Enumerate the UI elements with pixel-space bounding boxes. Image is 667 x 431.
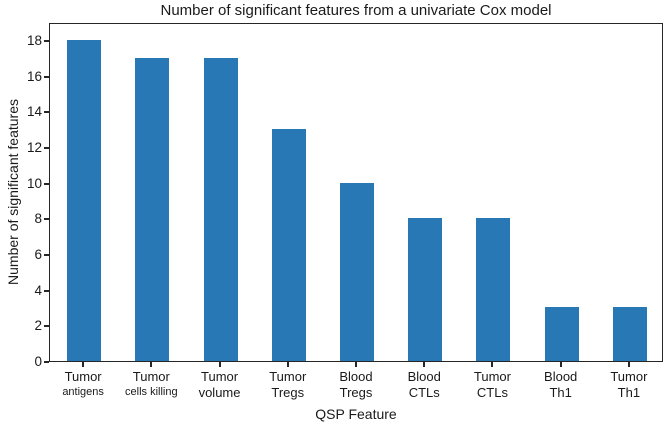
bar: [612, 307, 647, 361]
bar: [135, 57, 170, 361]
bar: [203, 57, 238, 361]
y-tick-label: 8: [34, 211, 42, 227]
y-tick-label: 4: [34, 282, 42, 298]
x-tick-mark: [559, 362, 562, 367]
x-tick-label-line2: cells killing: [125, 386, 178, 398]
x-tick-label-line2: CTLs: [408, 385, 440, 400]
y-tick-mark: [44, 75, 49, 78]
x-tick-label: Tumor Th1: [583, 369, 667, 400]
y-tick-label: 14: [26, 104, 42, 120]
x-tick-label-line1: Tumor: [269, 369, 307, 384]
y-tick-mark: [44, 182, 49, 185]
bar: [339, 182, 375, 361]
y-tick-label: 0: [34, 354, 42, 369]
y-tick-mark: [44, 289, 49, 292]
chart-title: Number of significant features from a un…: [160, 2, 552, 19]
x-tick-label-line2: Tregs: [339, 385, 373, 400]
x-tick-mark: [150, 362, 153, 367]
x-tick-mark: [627, 362, 630, 367]
x-tick-mark: [286, 362, 289, 367]
y-tick-label: 6: [34, 246, 42, 262]
x-tick-label-line1: Tumor: [473, 369, 511, 384]
y-tick-mark: [44, 111, 49, 114]
bar: [67, 39, 102, 361]
x-tick-label-line1: Tumor: [64, 369, 102, 384]
y-tick-mark: [44, 218, 49, 221]
x-tick-label-line2: Th1: [617, 385, 641, 400]
y-tick-label: 2: [34, 318, 42, 334]
y-tick-label: 10: [26, 175, 42, 191]
x-tick-label-line2: volume: [198, 385, 241, 400]
x-tick-label: Tumor Tregs: [242, 369, 334, 400]
x-tick-label: Blood CTLs: [378, 369, 470, 400]
y-tick-label: 18: [26, 32, 42, 48]
x-tick-mark: [491, 362, 494, 367]
x-tick-label-line1: Tumor: [201, 369, 239, 384]
x-tick-label-line1: Tumor: [610, 369, 648, 384]
plot-area: [49, 23, 663, 362]
x-tick-label: Tumor cells killing: [105, 369, 197, 400]
x-tick-label-line1: Blood: [544, 369, 578, 384]
bar: [408, 218, 443, 361]
x-axis-title: QSP Feature: [315, 406, 397, 422]
x-tick-label: Tumor antigens: [37, 369, 129, 400]
bar: [544, 307, 579, 361]
x-tick-label: Blood Tregs: [310, 369, 402, 400]
bar: [476, 218, 511, 361]
x-tick-label-line1: Blood: [339, 369, 373, 384]
y-tick-label: 16: [26, 68, 42, 84]
x-tick-label-line2: CTLs: [476, 385, 508, 400]
x-tick-label-line2: Th1: [549, 385, 572, 400]
x-tick-mark: [423, 362, 426, 367]
x-tick-label: Tumor volume: [174, 369, 266, 400]
x-tick-label-line2: Tregs: [271, 385, 305, 400]
x-tick-label: Blood Th1: [515, 369, 607, 400]
x-tick-mark: [82, 362, 85, 367]
y-tick-mark: [44, 39, 49, 42]
bar: [271, 129, 306, 361]
y-tick-mark: [44, 325, 49, 328]
y-tick-label: 12: [26, 139, 42, 155]
y-tick-mark: [44, 146, 49, 149]
x-tick-mark: [218, 362, 221, 367]
x-tick-label-line1: Tumor: [132, 369, 170, 384]
y-tick-mark: [44, 253, 49, 256]
x-tick-label-line1: Blood: [407, 369, 441, 384]
x-tick-label: Tumor CTLs: [446, 369, 538, 400]
x-tick-label-line2: antigens: [62, 386, 104, 398]
y-tick-mark: [44, 361, 49, 363]
x-tick-mark: [355, 362, 357, 367]
